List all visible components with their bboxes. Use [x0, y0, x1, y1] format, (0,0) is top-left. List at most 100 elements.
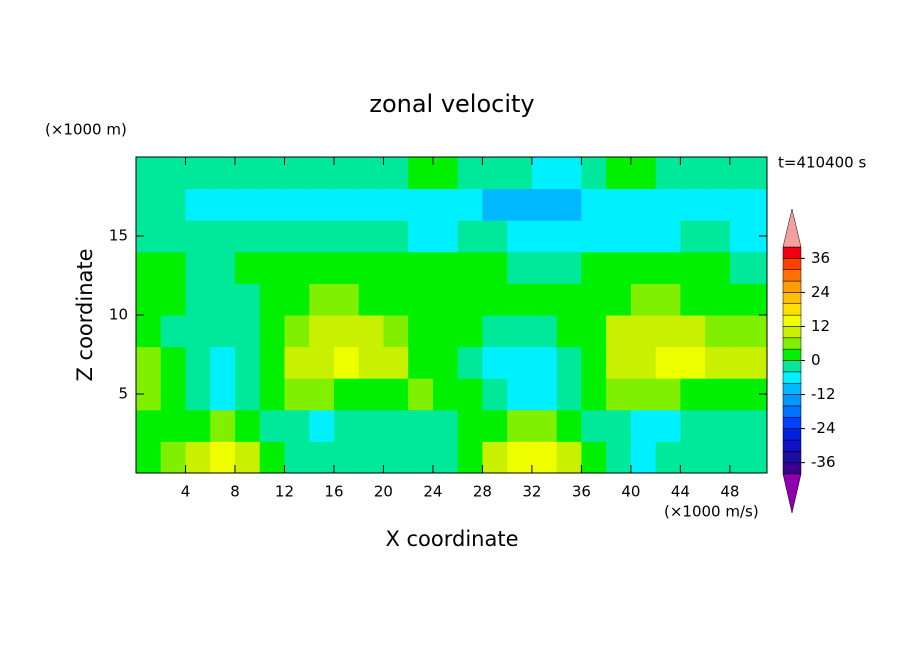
contour-cell [185, 283, 211, 316]
contour-cell [136, 409, 162, 442]
contour-cell [309, 283, 335, 316]
colorbar-tick-label: -36 [811, 453, 836, 471]
contour-cell [457, 251, 483, 284]
contour-cell [160, 157, 186, 190]
contour-cell [581, 346, 607, 379]
contour-cell [680, 346, 706, 379]
contour-cell [408, 251, 434, 284]
contour-cell [259, 283, 285, 316]
contour-cell [680, 251, 706, 284]
contour-cell [333, 220, 360, 253]
contour-cell [333, 441, 360, 474]
contour-cell [729, 315, 768, 348]
contour-cell [284, 188, 310, 221]
contour-cell [482, 346, 508, 379]
contour-cell [234, 188, 261, 221]
contour-cell [581, 283, 607, 316]
contour-cell [606, 157, 632, 190]
contour-cell [259, 315, 285, 348]
contour-cell [581, 441, 607, 474]
colorbar-band [782, 382, 802, 395]
x-tick-label: 28 [473, 483, 492, 501]
x-tick-label: 36 [572, 483, 591, 501]
contour-cell [358, 157, 384, 190]
contour-cell [185, 157, 211, 190]
contour-cell [210, 220, 236, 253]
x-tick-label: 16 [324, 483, 343, 501]
contour-cell [432, 220, 459, 253]
contour-cell [284, 315, 310, 348]
contour-cell [210, 283, 236, 316]
contour-cell [358, 378, 384, 411]
contour-cell [581, 220, 607, 253]
colorbar-band [782, 451, 802, 463]
contour-cell [606, 283, 632, 316]
contour-cell [531, 157, 558, 190]
contour-cell [606, 220, 632, 253]
contour-cell [160, 220, 186, 253]
colorbar-band [782, 292, 802, 304]
contour-cell [358, 315, 384, 348]
colorbar-tick-label: 12 [811, 317, 830, 335]
contour-cell [705, 409, 731, 442]
contour-cell [507, 346, 533, 379]
contour-cell [309, 409, 335, 442]
x-tick-label: 4 [181, 483, 191, 501]
contour-cell [234, 441, 261, 474]
contour-cell [655, 283, 681, 316]
contour-cell [136, 441, 162, 474]
contour-cell [655, 346, 681, 379]
contour-cell [259, 157, 285, 190]
contour-cell [606, 315, 632, 348]
contour-cell [408, 378, 434, 411]
contour-cell [507, 283, 533, 316]
colorbar-band [782, 405, 802, 418]
colorbar-band [782, 360, 802, 373]
colorbar-band [782, 439, 802, 452]
contour-cell [630, 220, 657, 253]
contour-cell [630, 251, 657, 284]
y-tick-label: 10 [109, 306, 128, 324]
contour-cell [136, 346, 162, 379]
contour-cell [185, 409, 211, 442]
contour-cell [432, 251, 459, 284]
contour-cell [705, 378, 731, 411]
contour-cell [507, 409, 533, 442]
contour-cell [136, 251, 162, 284]
contour-cell [284, 283, 310, 316]
contour-cell [630, 409, 657, 442]
colorbar-band [782, 246, 802, 259]
contour-cell [160, 315, 186, 348]
colorbar-tick-label: 24 [811, 283, 830, 301]
contour-cell [259, 441, 285, 474]
contour-cell [729, 346, 768, 379]
contour-cell [333, 251, 360, 284]
contour-cell [729, 409, 768, 442]
colorbar-band [782, 303, 802, 316]
contour-cell [457, 346, 483, 379]
contour-cell [259, 220, 285, 253]
contour-cell [358, 251, 384, 284]
contour-cell [309, 315, 335, 348]
contour-cell [457, 283, 483, 316]
contour-cell [630, 188, 657, 221]
contour-cell [531, 283, 558, 316]
contour-cell [457, 188, 483, 221]
contour-cell [333, 346, 360, 379]
contour-cell [705, 157, 731, 190]
x-tick-label: 44 [671, 483, 690, 501]
contour-cell [556, 346, 582, 379]
contour-cell [333, 409, 360, 442]
contour-cell [383, 188, 409, 221]
contour-cell [160, 441, 186, 474]
contour-field [136, 157, 768, 474]
contour-cell [680, 378, 706, 411]
contour-cell [185, 251, 211, 284]
contour-cell [259, 188, 285, 221]
contour-cell [729, 157, 768, 190]
contour-cell [482, 220, 508, 253]
contour-cell [284, 378, 310, 411]
contour-cell [309, 346, 335, 379]
contour-cell [482, 188, 508, 221]
contour-cell [408, 283, 434, 316]
